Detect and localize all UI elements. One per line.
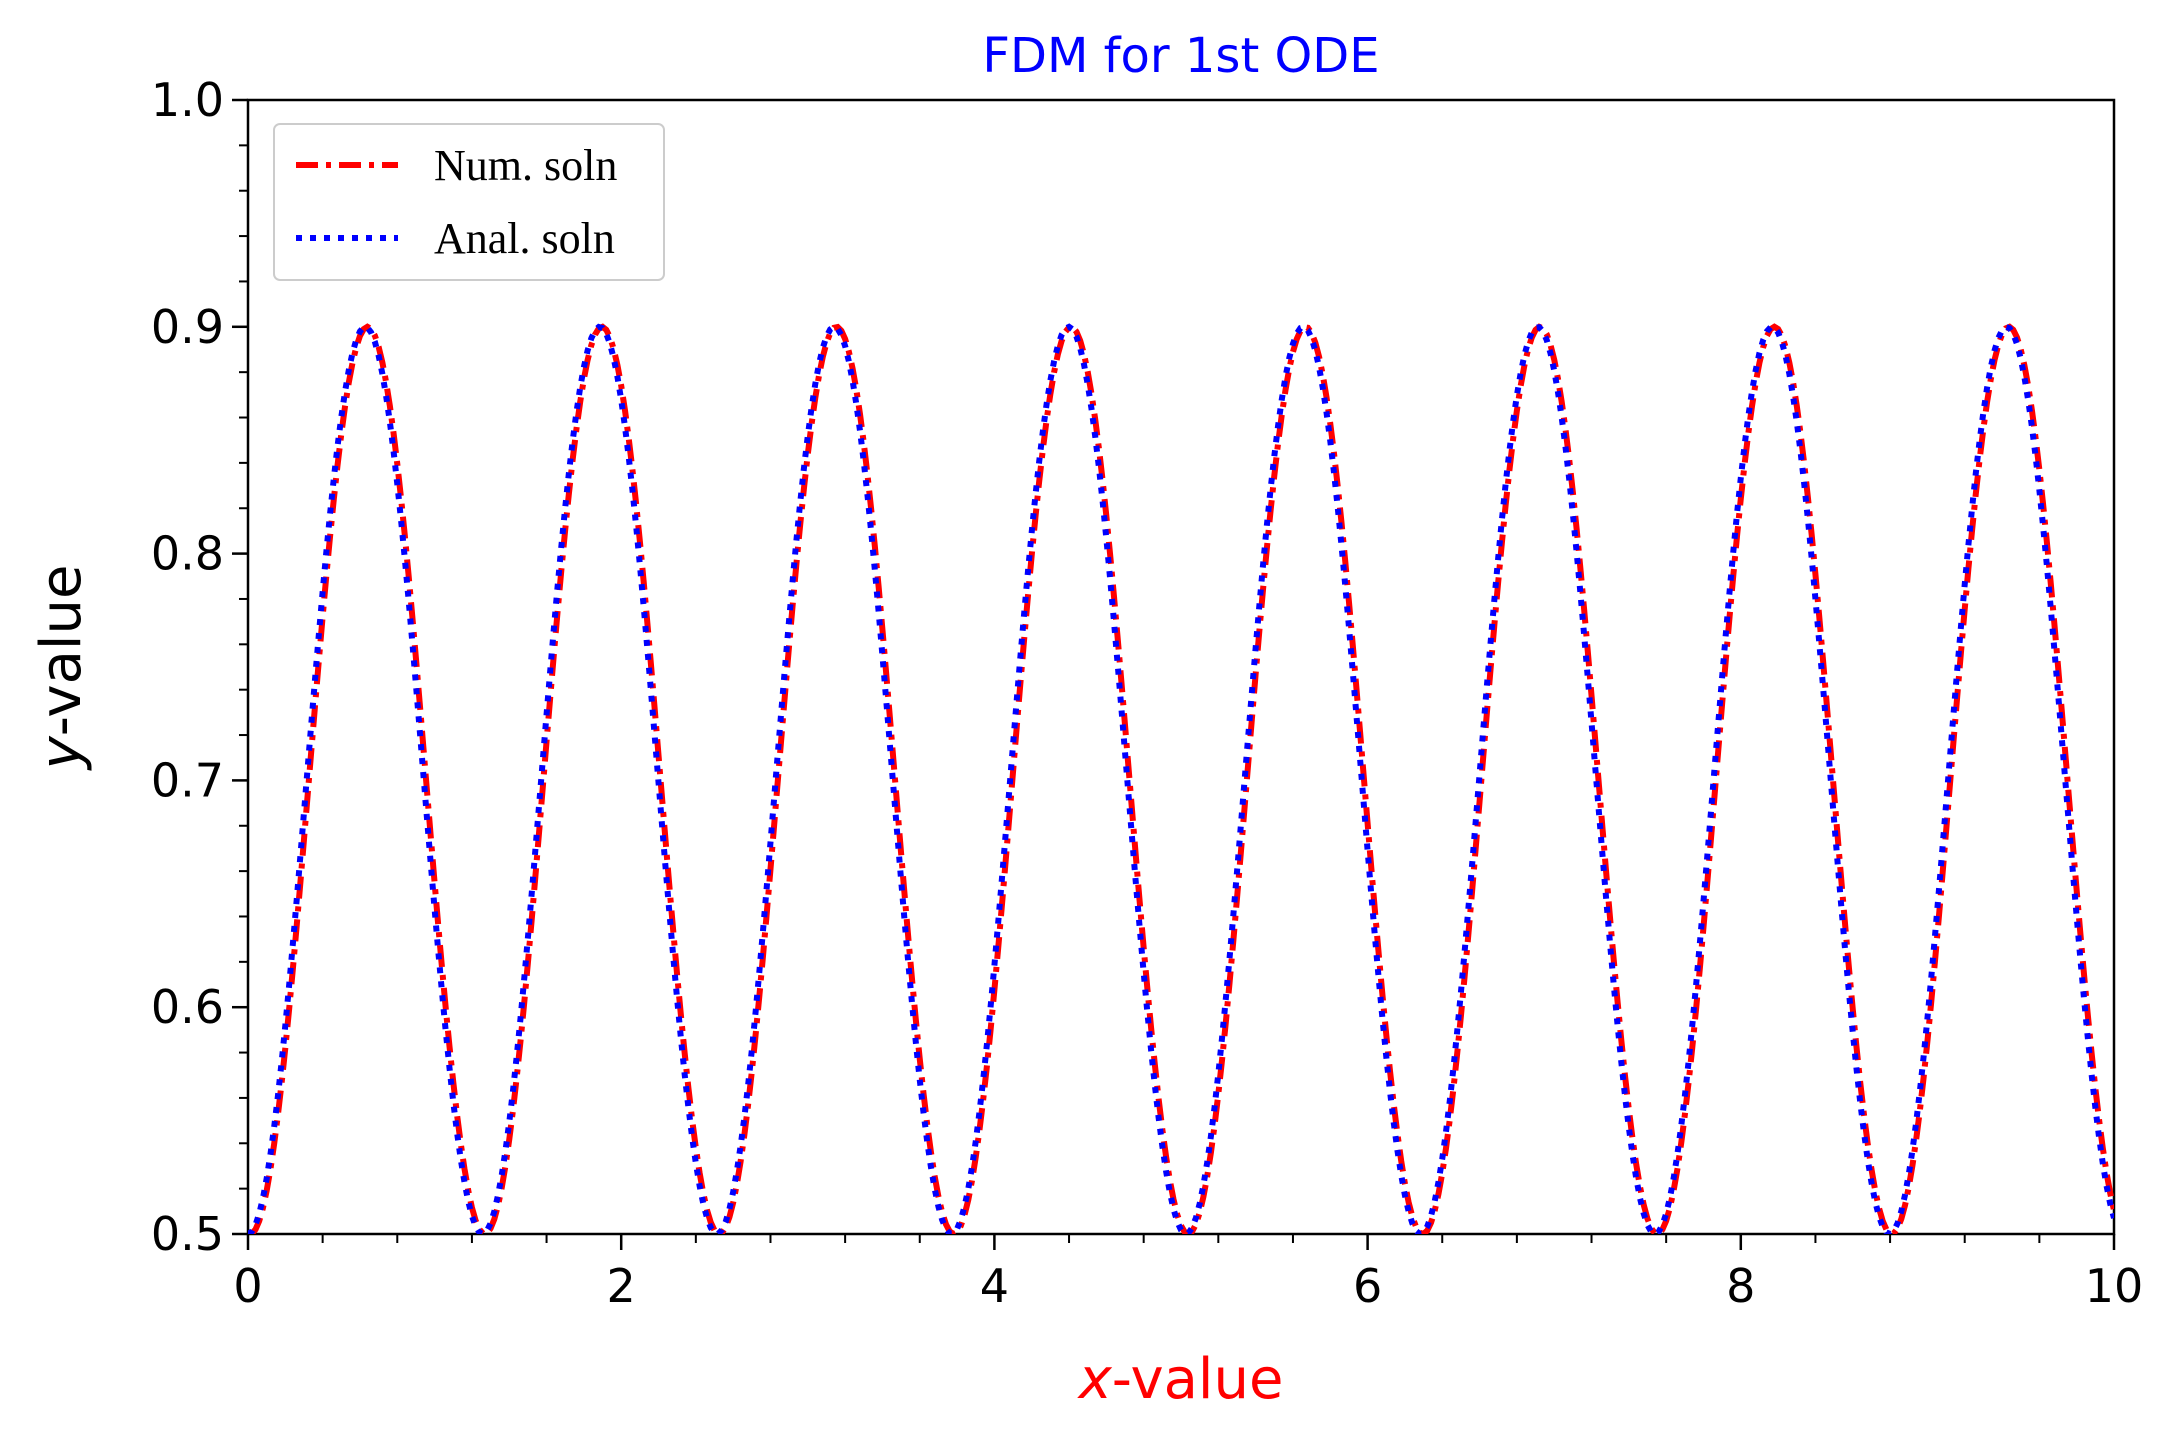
y-tick-label: 0.8: [151, 527, 224, 581]
x-tick-label: 6: [1353, 1259, 1382, 1313]
y-tick-label: 0.9: [151, 300, 224, 354]
y-tick-label: 0.6: [151, 980, 224, 1034]
x-tick-label: 2: [607, 1259, 636, 1313]
legend: Num. soln Anal. soln: [273, 123, 665, 281]
series-layer: [248, 323, 2114, 1234]
plot-frame: [246, 98, 2116, 1236]
x-tick-label: 8: [1726, 1259, 1755, 1313]
x-axis-title-suffix: -value: [1112, 1347, 1284, 1412]
series-line-anal-soln: [248, 323, 2114, 1234]
series-line-num-soln: [248, 323, 2114, 1234]
x-tick-label: 4: [980, 1259, 1009, 1313]
y-axis: 0.5 0.6 0.7 0.8 0.9 1.0: [151, 73, 248, 1261]
chart-title: FDM for 1st ODE: [982, 28, 1379, 84]
y-tick-label: 0.7: [151, 753, 224, 807]
legend-label-num-soln: Num. soln: [434, 141, 617, 190]
y-axis-title-suffix: -value: [29, 565, 94, 737]
x-axis: 0 2 4 6 8 10: [233, 1234, 2143, 1313]
y-tick-label: 1.0: [151, 73, 224, 127]
x-axis-title: x-value: [1077, 1347, 1284, 1412]
legend-label-anal-soln: Anal. soln: [434, 214, 615, 263]
x-tick-label: 10: [2085, 1259, 2144, 1313]
y-axis-title-variable: y: [29, 735, 94, 771]
x-tick-label: 0: [233, 1259, 262, 1313]
y-axis-title: y-value: [29, 565, 94, 772]
y-tick-label: 0.5: [151, 1207, 224, 1261]
x-axis-title-variable: x: [1077, 1347, 1113, 1412]
